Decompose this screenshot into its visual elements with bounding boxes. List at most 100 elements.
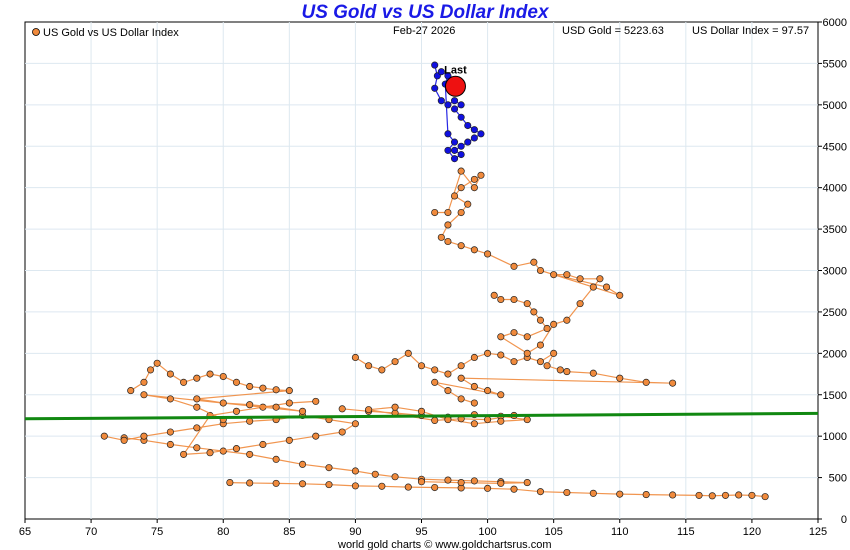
y-tick-label: 5000 bbox=[823, 100, 847, 112]
data-point bbox=[193, 403, 201, 411]
data-point bbox=[457, 167, 465, 175]
x-tick-label: 105 bbox=[544, 526, 562, 538]
data-point bbox=[523, 333, 531, 341]
y-tick-label: 500 bbox=[829, 473, 847, 485]
data-point bbox=[464, 121, 472, 130]
data-point bbox=[246, 450, 254, 458]
gold-readout: USD Gold = 5223.63 bbox=[562, 25, 664, 37]
x-tick-label: 95 bbox=[415, 526, 427, 538]
data-point bbox=[417, 407, 426, 415]
data-point bbox=[484, 250, 492, 258]
data-point bbox=[259, 440, 267, 449]
data-point bbox=[365, 362, 373, 370]
x-tick-label: 110 bbox=[611, 526, 629, 538]
data-point bbox=[470, 399, 478, 407]
data-point bbox=[457, 479, 465, 487]
y-tick-label: 2000 bbox=[823, 348, 847, 360]
data-point bbox=[450, 155, 459, 163]
data-point bbox=[642, 378, 650, 386]
data-point bbox=[437, 97, 445, 105]
data-point bbox=[470, 126, 478, 134]
data-point bbox=[470, 246, 478, 254]
data-point bbox=[246, 479, 254, 487]
data-point bbox=[338, 428, 346, 436]
data-point bbox=[616, 291, 624, 299]
x-tick-label: 80 bbox=[217, 526, 229, 538]
data-point bbox=[272, 479, 280, 487]
data-point bbox=[166, 428, 174, 436]
data-point bbox=[193, 395, 201, 403]
y-tick-label: 1500 bbox=[823, 390, 847, 402]
data-point bbox=[444, 221, 452, 229]
data-point bbox=[484, 349, 492, 357]
data-point bbox=[431, 84, 439, 92]
data-point bbox=[246, 401, 254, 409]
data-point bbox=[365, 406, 373, 414]
data-point bbox=[298, 407, 307, 415]
data-point bbox=[444, 476, 452, 484]
data-point bbox=[484, 484, 492, 492]
data-point bbox=[166, 370, 174, 378]
x-tick-label: 115 bbox=[677, 526, 695, 538]
data-point bbox=[721, 491, 730, 499]
data-point bbox=[669, 491, 677, 499]
data-point bbox=[543, 362, 551, 370]
data-point bbox=[371, 470, 379, 478]
data-point bbox=[147, 366, 155, 374]
data-point bbox=[563, 488, 571, 497]
data-point bbox=[589, 369, 597, 377]
date-readout: Feb-27 2026 bbox=[393, 25, 455, 37]
data-point bbox=[457, 150, 465, 159]
data-point bbox=[259, 384, 267, 392]
data-point bbox=[484, 387, 492, 395]
data-point bbox=[497, 391, 505, 399]
data-point bbox=[285, 387, 293, 395]
data-point bbox=[470, 353, 478, 362]
data-point bbox=[457, 101, 465, 109]
data-point bbox=[536, 358, 545, 366]
data-point bbox=[550, 271, 558, 279]
data-point bbox=[246, 417, 254, 425]
data-point bbox=[596, 275, 604, 283]
data-point bbox=[450, 105, 459, 113]
data-point bbox=[378, 482, 386, 490]
data-point bbox=[391, 473, 399, 481]
data-point bbox=[127, 387, 135, 395]
data-point bbox=[272, 386, 280, 394]
data-point bbox=[444, 101, 452, 109]
data-point bbox=[748, 491, 756, 499]
x-tick-label: 75 bbox=[151, 526, 163, 538]
x-tick-label: 85 bbox=[283, 526, 295, 538]
data-point bbox=[431, 378, 439, 386]
data-point bbox=[457, 184, 465, 192]
data-point bbox=[285, 436, 293, 444]
data-point bbox=[153, 359, 161, 367]
y-tick-label: 6000 bbox=[823, 17, 847, 29]
data-point bbox=[431, 366, 439, 374]
data-point bbox=[312, 397, 320, 405]
data-point bbox=[464, 138, 472, 146]
data-point bbox=[391, 358, 399, 366]
x-tick-label: 100 bbox=[478, 526, 496, 538]
y-tick-label: 3500 bbox=[823, 224, 847, 236]
data-point bbox=[100, 432, 108, 440]
data-point bbox=[497, 417, 505, 425]
y-tick-label: 4500 bbox=[823, 141, 847, 153]
data-point bbox=[431, 483, 439, 492]
x-tick-label: 125 bbox=[809, 526, 827, 538]
data-point bbox=[669, 379, 677, 387]
data-point bbox=[470, 382, 478, 391]
data-point bbox=[232, 445, 241, 453]
data-point bbox=[193, 424, 201, 432]
data-point bbox=[226, 479, 234, 487]
data-point bbox=[444, 208, 452, 217]
data-point bbox=[298, 460, 307, 468]
data-point bbox=[431, 416, 439, 424]
data-point bbox=[246, 382, 254, 391]
y-tick-label: 0 bbox=[841, 514, 847, 526]
data-point bbox=[457, 242, 465, 250]
data-point bbox=[285, 399, 293, 407]
chart-title: US Gold vs US Dollar Index bbox=[301, 2, 549, 23]
legend-label: US Gold vs US Dollar Index bbox=[43, 27, 179, 39]
